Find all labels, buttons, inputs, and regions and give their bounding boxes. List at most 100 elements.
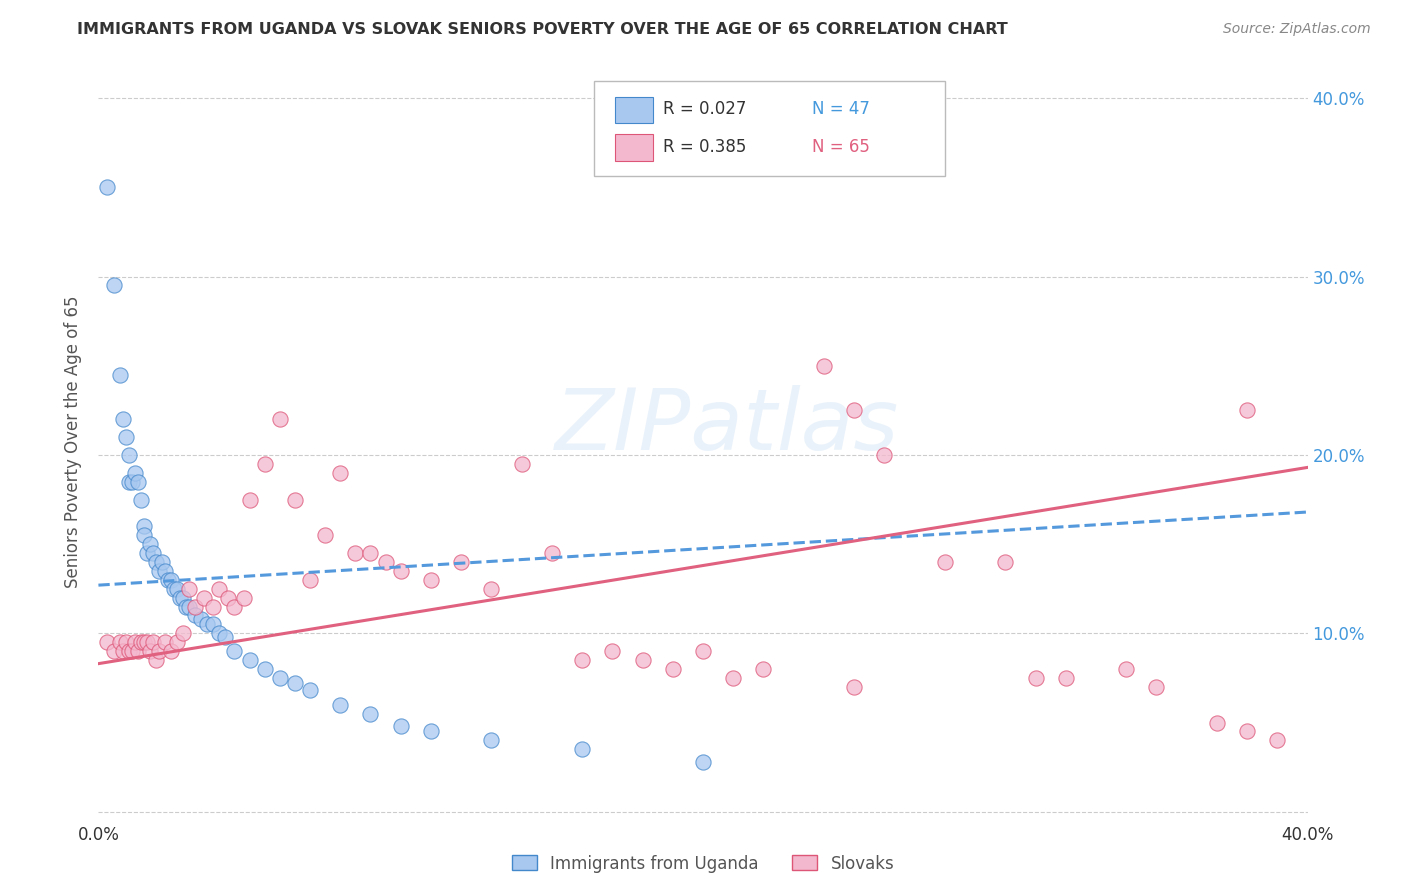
Text: Source: ZipAtlas.com: Source: ZipAtlas.com [1223, 22, 1371, 37]
Point [160, 644, 183, 658]
Point [121, 475, 143, 489]
Point [239, 653, 262, 667]
Point [202, 617, 225, 632]
Point [114, 635, 136, 649]
Point [510, 457, 533, 471]
Point [114, 430, 136, 444]
Point [224, 644, 246, 658]
Text: R = 0.027: R = 0.027 [664, 101, 747, 119]
Point [96, 635, 118, 649]
Point [145, 653, 167, 667]
Point [299, 573, 322, 587]
Point [160, 573, 183, 587]
Point [193, 591, 215, 605]
Point [571, 653, 593, 667]
Point [329, 466, 352, 480]
Point [129, 635, 152, 649]
Point [1115, 662, 1137, 676]
Text: N = 65: N = 65 [811, 138, 870, 156]
Point [142, 546, 165, 560]
Point [284, 676, 307, 690]
Y-axis label: Seniors Poverty Over the Age of 65: Seniors Poverty Over the Age of 65 [65, 295, 83, 588]
Point [96, 180, 118, 194]
Point [172, 626, 194, 640]
Point [208, 626, 231, 640]
Point [813, 359, 835, 373]
Point [124, 466, 146, 480]
Text: R = 0.385: R = 0.385 [664, 138, 747, 156]
FancyBboxPatch shape [614, 135, 654, 161]
Point [1024, 671, 1046, 685]
Point [132, 519, 155, 533]
Point [179, 582, 201, 596]
Point [844, 680, 866, 694]
Point [139, 537, 162, 551]
Point [118, 644, 141, 658]
Text: ZIPatlas: ZIPatlas [555, 384, 900, 468]
Point [844, 403, 866, 417]
Point [481, 582, 503, 596]
Point [202, 599, 225, 614]
Point [108, 635, 131, 649]
Point [190, 612, 212, 626]
Point [150, 555, 173, 569]
Point [108, 368, 131, 382]
Point [253, 457, 276, 471]
Point [124, 635, 146, 649]
Point [360, 706, 382, 721]
Point [661, 662, 683, 676]
Point [374, 555, 396, 569]
Point [420, 573, 443, 587]
Point [129, 492, 152, 507]
Point [156, 573, 179, 587]
Point [314, 528, 336, 542]
Point [873, 448, 896, 462]
Text: N = 47: N = 47 [811, 101, 870, 119]
Point [121, 644, 143, 658]
Point [1144, 680, 1167, 694]
Point [142, 635, 165, 649]
Point [153, 635, 176, 649]
Point [450, 555, 472, 569]
Point [1236, 403, 1258, 417]
Point [360, 546, 382, 560]
Point [153, 564, 176, 578]
Point [602, 644, 624, 658]
Point [752, 662, 775, 676]
Point [692, 755, 714, 769]
Point [284, 492, 307, 507]
Point [174, 599, 197, 614]
Point [127, 644, 149, 658]
FancyBboxPatch shape [595, 81, 945, 177]
Point [389, 719, 412, 733]
Point [481, 733, 503, 747]
Point [166, 635, 188, 649]
Point [139, 644, 162, 658]
Point [103, 278, 125, 293]
Point [184, 599, 207, 614]
FancyBboxPatch shape [614, 96, 654, 123]
Point [994, 555, 1017, 569]
Point [172, 591, 194, 605]
Text: IMMIGRANTS FROM UGANDA VS SLOVAK SENIORS POVERTY OVER THE AGE OF 65 CORRELATION : IMMIGRANTS FROM UGANDA VS SLOVAK SENIORS… [77, 22, 1008, 37]
Point [631, 653, 654, 667]
Point [329, 698, 352, 712]
Point [224, 599, 246, 614]
Point [1236, 724, 1258, 739]
Point [692, 644, 714, 658]
Point [389, 564, 412, 578]
Point [1267, 733, 1289, 747]
Point [1206, 715, 1229, 730]
Point [540, 546, 562, 560]
Point [239, 492, 262, 507]
Point [934, 555, 956, 569]
Point [103, 644, 125, 658]
Point [1054, 671, 1077, 685]
Point [163, 582, 186, 596]
Point [118, 448, 141, 462]
Point [420, 724, 443, 739]
Point [217, 591, 239, 605]
Point [132, 528, 155, 542]
Point [195, 617, 218, 632]
Point [269, 671, 291, 685]
